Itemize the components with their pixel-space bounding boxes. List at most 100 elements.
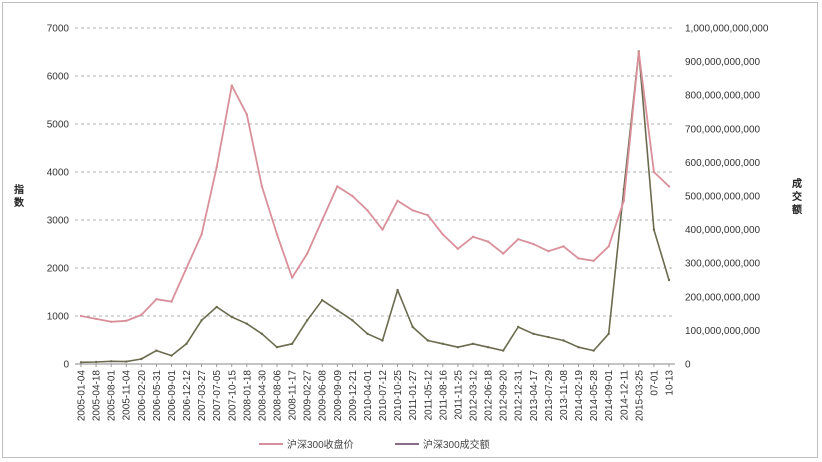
series-point-volume [155,349,158,352]
right-tick-label: 300,000,000,000 [685,259,761,270]
series-point-close [245,113,248,116]
series-point-close [607,245,610,248]
series-point-close [547,250,550,253]
left-tick-label: 2000 [47,264,70,275]
series-point-volume [577,346,580,349]
x-tick-label: 2005-04-18 [92,370,103,422]
series-point-close [562,245,565,248]
series-point-volume [290,342,294,345]
series-point-volume [170,354,173,357]
series-point-close [441,233,444,236]
x-tick-label: 2011-08-16 [438,370,449,421]
series-point-volume [351,319,354,322]
series-point-volume [396,288,399,292]
series-point-volume [607,332,610,335]
series-point-close [592,259,595,262]
left-axis-label: 指数 [14,183,25,209]
dual-axis-line-chart: 0 1000 2000 3000 4000 5000 6000 7000 0 100,000,0… [14,24,802,452]
left-tick-label: 7000 [47,24,70,35]
series-point-close [170,300,173,303]
axis-label-char: 指 [14,183,24,196]
series-point-volume [94,360,98,364]
x-tick-label: 2007-10-15 [227,370,238,422]
x-tick-label: 2006-12-12 [182,370,193,422]
series-point-volume [592,349,595,352]
x-tick-label: 2015-03-25 [634,370,645,422]
x-tick-label: 2009-09-09 [333,370,344,422]
series-point-close [275,233,279,236]
series-point-close [140,313,143,317]
series-point-volume [245,322,248,325]
x-tick-label: 2012-09-20 [499,370,510,422]
x-tick-label: 2012-06-18 [484,370,495,422]
series-point-close [486,240,490,243]
series-point-close [471,235,475,238]
series-point-close [336,185,339,188]
axis-label-char: 数 [14,196,25,209]
series-point-close [260,185,264,188]
x-tick-label: 2010-04-01 [363,370,374,422]
series-layer [79,50,671,364]
series-point-close [366,209,369,212]
series-point-close [667,185,671,188]
series-point-close [215,166,218,169]
series-point-close [230,84,233,87]
series-point-close [381,228,384,231]
legend-label-close: 沪深300收盘价 [287,438,354,451]
series-point-volume [486,346,490,349]
series-point-volume [502,349,505,352]
x-tick-label: 2011-01-27 [408,370,419,421]
series-point-close [306,252,309,255]
series-point-close [456,247,460,250]
series-point-volume [381,339,384,342]
left-tick-label: 3000 [47,216,70,227]
left-tick-label: 0 [63,360,69,371]
left-tick-label: 1000 [47,312,70,323]
x-tick-label: 2007-03-27 [197,370,208,422]
right-tick-label: 200,000,000,000 [685,292,761,303]
series-point-volume [110,360,113,363]
x-tick-label: 2008-01-18 [242,370,253,422]
series-point-volume [532,332,535,335]
series-point-volume [79,361,83,364]
x-tick-label: 2013-11-08 [559,370,570,421]
series-point-close [637,50,640,54]
series-point-volume [426,339,429,342]
x-tick-label: 10-13 [665,370,676,396]
right-axis-ticks: 0 100,000,000,000 200,000,000,000 300,000,0… [685,24,769,371]
x-tick-label: 2014-12-11 [619,370,630,421]
series-point-close [411,209,414,212]
series-point-volume [547,335,550,339]
axis-label-char: 成 [792,177,802,190]
series-point-volume [652,228,656,231]
series-point-volume [562,339,565,342]
x-tick-label: 2005-11-04 [122,370,133,421]
series-point-close [622,199,625,202]
x-tick-label: 2006-09-01 [167,370,178,422]
legend: 沪深300收盘价 沪深300成交额 [259,438,490,451]
x-tick-label: 2006-05-31 [152,370,163,422]
right-tick-label: 500,000,000,000 [685,192,761,203]
right-tick-label: 100,000,000,000 [685,326,761,337]
series-point-close [351,194,354,198]
left-axis-ticks: 0 1000 2000 3000 4000 5000 6000 7000 [47,24,70,371]
x-tick-label: 2014-02-19 [574,370,585,422]
series-point-close [426,214,429,217]
series-point-volume [471,342,475,345]
x-tick-label: 2014-05-28 [589,370,600,422]
x-tick-label: 2013-04-17 [529,370,540,422]
left-tick-label: 6000 [47,72,70,83]
x-tick-label: 2005-08-01 [107,370,118,422]
series-point-volume [200,319,203,322]
series-point-volume [275,346,279,349]
series-line-close [80,51,670,323]
right-tick-label: 0 [685,360,691,371]
x-tick-label: 2010-10-25 [393,370,404,422]
left-tick-label: 4000 [47,168,70,179]
right-axis-label: 成交额 [792,177,802,216]
x-tick-label: 2008-08-06 [273,370,284,422]
x-tick-label: 2005-01-04 [77,370,88,422]
series-point-volume [336,309,339,312]
axis-label-char: 交 [792,190,802,203]
right-tick-label: 400,000,000,000 [685,225,761,236]
